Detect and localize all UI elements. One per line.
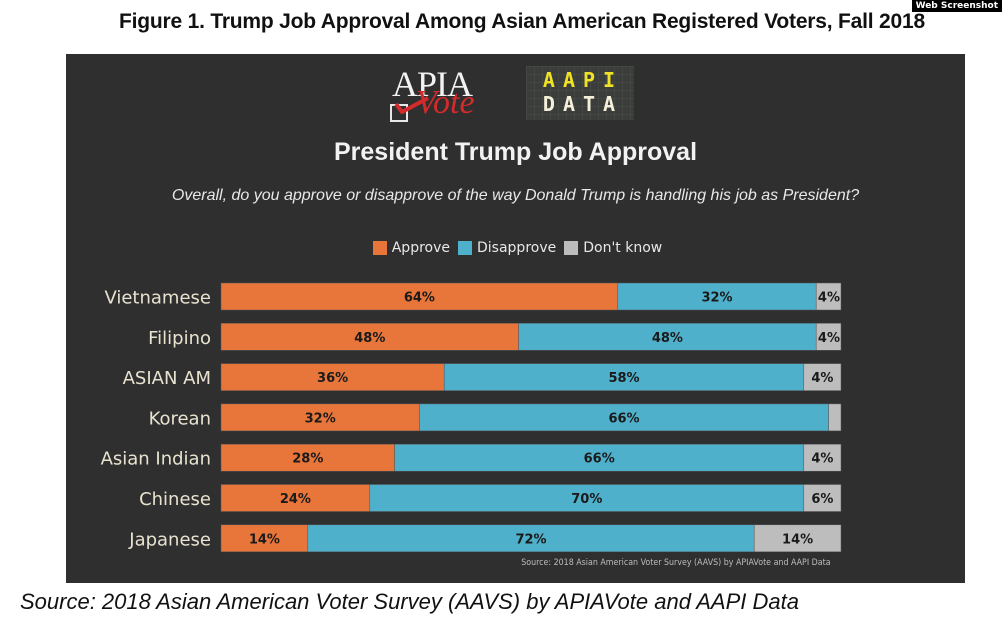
legend-swatch-disapprove <box>458 241 472 255</box>
data-label-approve: 36% <box>317 371 348 386</box>
figure-source: Source: 2018 Asian American Voter Survey… <box>20 589 799 614</box>
data-label-approve: 14% <box>249 532 280 547</box>
data-label-dont-know: 4% <box>811 452 833 467</box>
web-screenshot-badge: Web Screenshot <box>911 0 1002 12</box>
data-label-approve: 48% <box>354 331 385 346</box>
data-label-dont-know: 6% <box>811 492 833 507</box>
bar-dont-know <box>803 443 842 472</box>
bar-disapprove <box>307 524 755 553</box>
legend-swatch-dont-know <box>564 241 579 255</box>
legend-label-approve: Approve <box>391 240 450 256</box>
bar-disapprove <box>419 403 829 432</box>
data-label-approve: 32% <box>305 411 336 426</box>
legend-label-dont-know: Don't know <box>583 240 663 256</box>
data-label-disapprove: 72% <box>515 532 546 547</box>
data-label-approve: 28% <box>292 452 323 467</box>
legend-swatch-approve <box>372 241 387 255</box>
bar-disapprove <box>518 323 817 351</box>
bar-dont-know <box>815 323 842 351</box>
bar-approve <box>220 363 445 391</box>
aapi-logo-line1: AAPI <box>542 68 624 92</box>
bar-dont-know <box>803 484 842 512</box>
data-label-approve: 24% <box>280 492 311 507</box>
category-label: Vietnamese <box>104 288 211 309</box>
legend-label-disapprove: Disapprove <box>477 240 557 256</box>
data-label-dont-know: 4% <box>811 371 833 386</box>
checkmark-icon <box>394 96 429 114</box>
data-label-disapprove: 66% <box>608 411 639 426</box>
bar-approve <box>220 403 420 432</box>
data-label-dont-know: 4% <box>818 291 840 306</box>
bar-disapprove <box>394 443 805 472</box>
bar-dont-know <box>828 403 842 432</box>
figure-title: Figure 1. Trump Job Approval Among Asian… <box>119 10 925 33</box>
bar-dont-know <box>803 363 842 391</box>
data-label-disapprove: 58% <box>608 371 639 386</box>
apia-logo-text: APIA <box>392 64 473 104</box>
bar-approve <box>220 323 519 351</box>
bar-chart: Vietnamese 64% 32% 4% Filipino 48% 48% 4% ASIAN … <box>101 282 842 553</box>
legend-item-dont-know: Don't know <box>564 240 662 256</box>
category-label: Chinese <box>139 489 211 510</box>
data-label-disapprove: 70% <box>571 492 602 507</box>
category-label: Korean <box>149 408 211 429</box>
apiavote-logo: APIA Vote <box>388 66 488 126</box>
data-label-approve: 64% <box>404 291 435 306</box>
bar-disapprove <box>369 484 805 512</box>
category-label: Japanese <box>128 529 211 550</box>
chart-source-note: Source: 2018 Asian American Voter Survey… <box>521 558 831 568</box>
category-label: ASIAN AM <box>123 368 211 389</box>
logos: APIA Vote AAPI DATA <box>388 66 648 128</box>
data-label-dont-know: 14% <box>782 532 813 547</box>
bar-approve <box>220 524 309 553</box>
chart-panel: APIA Vote AAPI DATA President Trump Job … <box>66 54 965 583</box>
aapi-logo-line2: DATA <box>542 92 624 116</box>
legend: Approve Disapprove Don't know <box>66 240 965 256</box>
vote-logo-text: Vote <box>416 84 475 121</box>
legend-item-disapprove: Disapprove <box>458 240 556 256</box>
bar-dont-know <box>753 524 842 553</box>
data-label-disapprove: 48% <box>652 331 683 346</box>
data-label-disapprove: 32% <box>701 291 732 306</box>
bar-dont-know <box>815 282 842 311</box>
category-label: Filipino <box>148 328 211 349</box>
bar-approve <box>220 443 395 472</box>
data-label-dont-know: 4% <box>818 331 840 346</box>
bar-approve <box>220 484 371 512</box>
data-label-disapprove: 66% <box>584 452 615 467</box>
chart-subtitle: Overall, do you approve or disapprove of… <box>171 187 860 204</box>
bar-approve <box>220 282 619 311</box>
legend-item-approve: Approve <box>372 240 450 256</box>
bar-disapprove <box>443 363 805 391</box>
aapi-data-logo: AAPI DATA <box>526 66 634 120</box>
category-label: Asian Indian <box>101 449 211 470</box>
chart-title: President Trump Job Approval <box>333 138 698 166</box>
